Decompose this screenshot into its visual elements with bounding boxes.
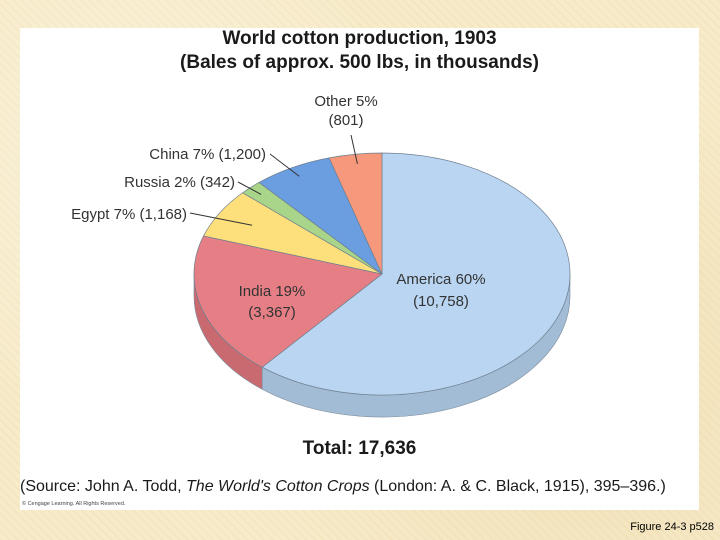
leader-lines bbox=[189, 134, 358, 226]
slice-label-america: America 60% bbox=[396, 271, 485, 288]
leader-line-egypt bbox=[189, 212, 253, 226]
slice-label-china: China 7% (1,200) bbox=[149, 146, 266, 163]
source-suffix: (London: A. & C. Black, 1915), 395–396.) bbox=[369, 478, 666, 495]
slice-label-egypt: Egypt 7% (1,168) bbox=[71, 206, 187, 223]
source-citation: (Source: John A. Todd, The World's Cotto… bbox=[20, 478, 699, 496]
slice-label-america-value: (10,758) bbox=[413, 293, 469, 310]
slice-label-other-value: (801) bbox=[328, 112, 363, 129]
source-book-title: The World's Cotton Crops bbox=[186, 478, 370, 495]
slice-label-india: India 19% bbox=[239, 283, 306, 300]
leader-line-other bbox=[350, 134, 358, 164]
chart-total: Total: 17,636 bbox=[302, 438, 417, 459]
pie-chart: America 60% (10,758) India 19% (3,367) E… bbox=[71, 93, 571, 418]
leader-line-china bbox=[269, 153, 300, 177]
chart-title: World cotton production, 1903 bbox=[222, 28, 497, 49]
slice-label-other: Other 5% bbox=[314, 93, 377, 110]
leader-line-russia bbox=[237, 181, 262, 195]
source-prefix: (Source: John A. Todd, bbox=[20, 478, 187, 495]
pie-slice-america bbox=[261, 152, 571, 396]
slice-label-russia: Russia 2% (342) bbox=[124, 174, 235, 191]
pie-slice-india bbox=[193, 235, 383, 368]
chart-panel: World cotton production, 1903 (Bales of … bbox=[20, 28, 699, 510]
chart-subtitle: (Bales of approx. 500 lbs, in thousands) bbox=[180, 52, 539, 73]
slice-label-india-value: (3,367) bbox=[248, 304, 296, 321]
copyright-notice: © Cengage Learning. All Rights Reserved. bbox=[22, 501, 126, 507]
pie-slices bbox=[193, 152, 571, 396]
figure-caption: Figure 24-3 p528 bbox=[630, 521, 714, 533]
